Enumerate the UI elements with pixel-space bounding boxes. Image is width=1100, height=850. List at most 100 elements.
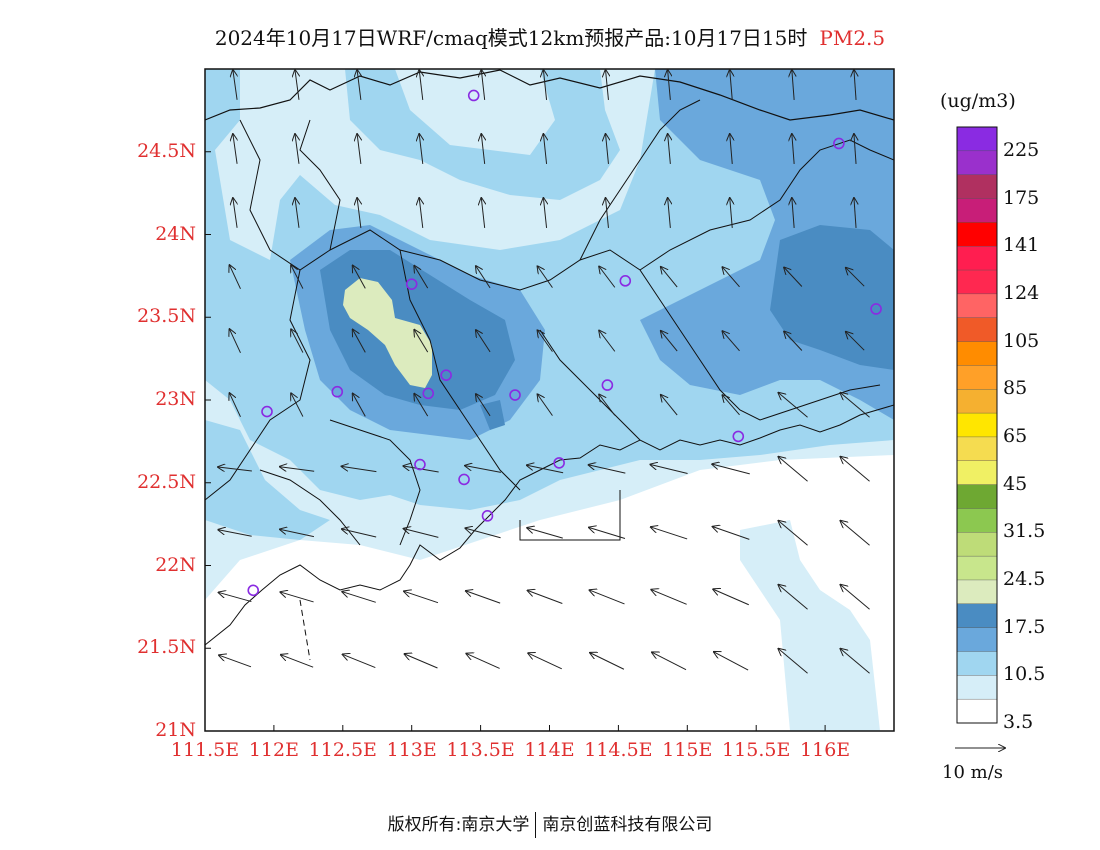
coastline	[205, 404, 894, 646]
station-marker	[619, 275, 632, 287]
colorbar-label: 3.5	[1003, 711, 1034, 733]
wind-arrow	[846, 268, 865, 287]
wind-arrow	[784, 331, 803, 351]
wind-arrow	[714, 652, 749, 671]
lat-label: 21.5N	[137, 636, 196, 659]
wind-arrow	[543, 70, 546, 100]
colorbar-swatch	[956, 126, 998, 152]
colorbar-frame	[956, 126, 998, 724]
wind-arrow	[465, 466, 501, 473]
station-marker	[833, 137, 845, 150]
wind-arrow	[414, 266, 429, 289]
wind-arrow	[599, 267, 616, 288]
colorbar-swatch	[956, 317, 998, 343]
wind-arrow	[357, 198, 361, 228]
wind-arrow	[233, 70, 237, 100]
colorbar-label: 225	[1003, 138, 1040, 161]
copyright-right: 南京创蓝科技有限公司	[542, 815, 713, 835]
wind-arrow	[650, 464, 688, 474]
station-marker	[601, 379, 614, 391]
wind-arrow	[295, 70, 299, 100]
wind-arrow	[291, 265, 304, 289]
wind-arrow	[233, 198, 237, 228]
wind-arrow	[730, 134, 733, 164]
colorbar-label: 17.5	[1003, 615, 1046, 638]
colorbar-label: 45	[1003, 472, 1028, 495]
colorbar-swatch	[956, 269, 998, 295]
colorbar-swatch	[956, 341, 998, 366]
coastline-layer	[205, 69, 894, 661]
lon-label: 114.5E	[584, 739, 653, 761]
wind-arrow	[291, 329, 304, 353]
wind-arrow	[661, 395, 678, 416]
wind-arrow	[840, 585, 870, 610]
wind-arrow	[722, 331, 740, 352]
wind-arrow	[281, 655, 314, 668]
wind-arrow	[784, 267, 803, 287]
station-marker	[467, 89, 480, 102]
colorbar-swatch	[956, 651, 998, 676]
wind-arrow	[295, 198, 299, 228]
station-markers	[247, 89, 882, 597]
colorbar-label: 175	[1003, 186, 1040, 209]
lat-label: 23.5N	[137, 305, 196, 328]
colorbar-label: 105	[1003, 329, 1040, 352]
colorbar-swatch	[956, 675, 998, 700]
wind-arrow	[291, 393, 304, 417]
wind-arrow	[405, 654, 438, 669]
wind-arrow	[219, 592, 252, 603]
wind-arrow	[476, 330, 491, 353]
colorbar-unit: (ug/m3)	[940, 90, 1016, 112]
station-marker	[405, 278, 418, 290]
pm25-band-10-north	[345, 69, 620, 200]
wind-arrow	[652, 652, 687, 671]
axis-ticks	[204, 151, 826, 732]
lon-label: 113.5E	[446, 739, 515, 761]
pm25-band-24-east	[770, 225, 894, 370]
wind-arrow	[668, 134, 671, 164]
wind-arrow	[778, 585, 808, 610]
wind-arrow	[651, 590, 687, 605]
pm25-band-10-west	[205, 420, 330, 540]
wind-arrow	[218, 530, 252, 537]
station-marker	[331, 385, 344, 398]
wind-arrow	[481, 198, 484, 228]
wind-arrow	[295, 134, 299, 164]
footer-separator	[535, 812, 537, 838]
pm25-band-24-patch	[480, 400, 505, 430]
colorbar-swatch	[956, 555, 998, 581]
wind-arrow	[538, 266, 553, 288]
wind-arrow	[353, 330, 366, 353]
station-marker	[481, 510, 494, 522]
wind-arrow	[792, 134, 794, 164]
colorbar-swatch	[956, 389, 998, 414]
wind-arrow	[543, 134, 546, 164]
wind-arrow	[661, 267, 678, 288]
lon-label: 114E	[524, 739, 575, 761]
wind-arrow	[713, 527, 750, 540]
wind-reference-label: 10 m/s	[942, 762, 1003, 783]
station-marker	[732, 430, 745, 443]
colorbar-label: 24.5	[1003, 567, 1046, 590]
lon-label: 112E	[248, 739, 299, 761]
wind-arrow	[419, 198, 423, 228]
wind-arrow	[651, 527, 688, 540]
colorbar-swatch	[956, 365, 998, 390]
wind-arrow	[538, 394, 553, 416]
district-boundary-8	[539, 329, 641, 441]
colorbar-swatch	[956, 150, 998, 176]
wind-arrow	[543, 198, 546, 228]
district-boundary-3	[329, 229, 681, 331]
wind-arrow	[233, 134, 237, 164]
wind-arrow	[465, 528, 501, 539]
colorbar-label: 65	[1003, 424, 1028, 447]
wind-arrow	[778, 649, 808, 674]
wind-arrow	[778, 393, 808, 418]
colorbar	[956, 126, 998, 724]
wind-arrow	[476, 394, 491, 417]
wind-arrow	[792, 70, 794, 100]
colorbar-label: 10.5	[1003, 663, 1046, 686]
wind-arrow	[854, 198, 856, 228]
wind-arrow	[357, 70, 361, 100]
wind-arrow	[538, 330, 553, 352]
